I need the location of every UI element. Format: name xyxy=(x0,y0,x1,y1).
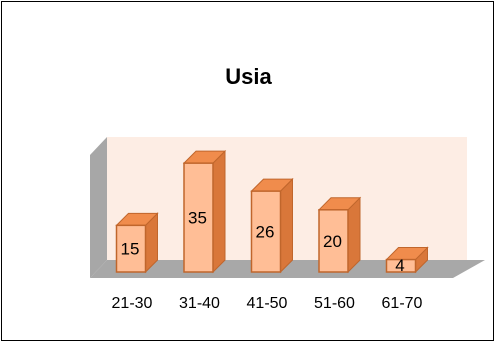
data-label: 20 xyxy=(323,232,342,251)
x-tick-labels: 21-30 31-40 41-50 51-60 61-70 xyxy=(112,295,423,312)
chart-title: Usia xyxy=(225,64,272,89)
x-tick-label: 51-60 xyxy=(314,295,355,312)
bar-41-50: 26 xyxy=(250,177,294,274)
bar-21-30: 15 xyxy=(115,212,159,274)
side-wall xyxy=(90,137,107,278)
bar-side xyxy=(280,177,293,274)
bar-61-70: 4 xyxy=(385,246,429,275)
x-tick-label: 21-30 xyxy=(112,295,153,312)
x-tick-label: 31-40 xyxy=(179,295,220,312)
data-label: 4 xyxy=(395,256,404,275)
data-label: 15 xyxy=(121,240,140,259)
bar-front xyxy=(183,162,214,273)
x-tick-label: 41-50 xyxy=(247,295,288,312)
bars-group: 15 35 26 20 4 xyxy=(115,149,429,275)
data-label: 26 xyxy=(256,223,275,242)
bar-front xyxy=(250,190,282,273)
bar-side xyxy=(347,196,361,274)
x-tick-label: 61-70 xyxy=(382,295,423,312)
bar-51-60: 20 xyxy=(317,196,362,274)
bar-31-40: 35 xyxy=(182,149,227,274)
bar-side xyxy=(212,149,226,274)
bar-front xyxy=(115,224,147,273)
data-label: 35 xyxy=(188,209,207,228)
bar-front xyxy=(385,258,417,273)
bar-front xyxy=(318,209,349,273)
